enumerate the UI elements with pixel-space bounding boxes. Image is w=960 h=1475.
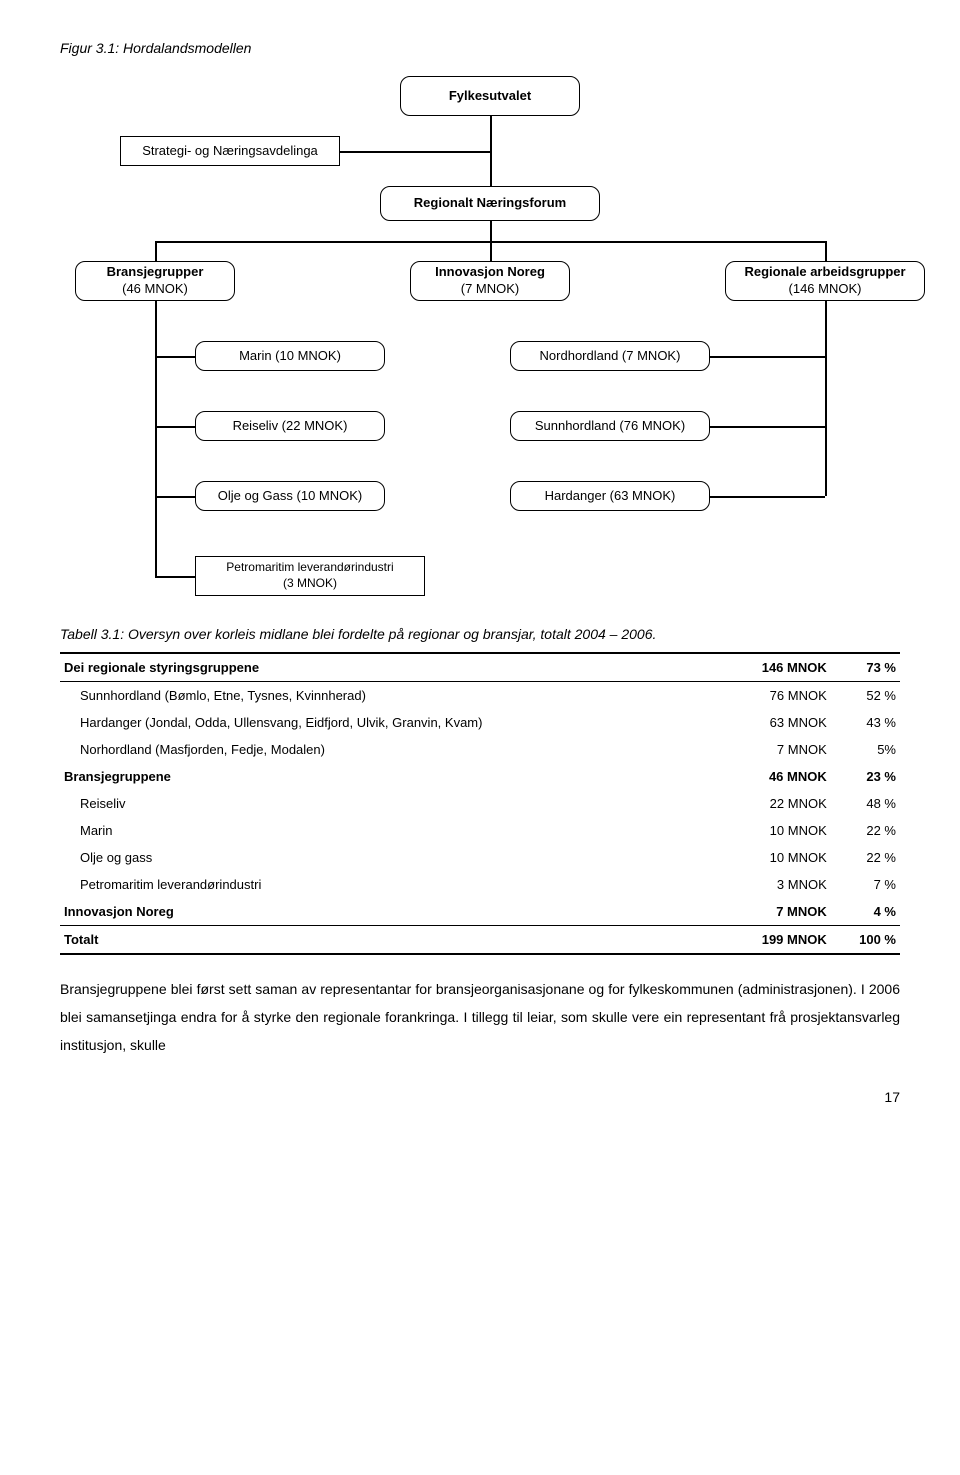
- row-pct: 52 %: [831, 682, 900, 710]
- table-row: Bransjegruppene46 MNOK23 %: [60, 763, 900, 790]
- node-innovasjon: Innovasjon Noreg (7 MNOK): [410, 261, 570, 301]
- table-row: Marin10 MNOK22 %: [60, 817, 900, 844]
- connector: [340, 151, 490, 153]
- node-reiseliv: Reiseliv (22 MNOK): [195, 411, 385, 441]
- connector: [155, 356, 195, 358]
- row-value: 46 MNOK: [718, 763, 831, 790]
- connector: [490, 221, 492, 241]
- connector: [155, 576, 195, 578]
- row-label: Dei regionale styringsgruppene: [60, 653, 718, 682]
- row-pct: 7 %: [831, 871, 900, 898]
- table-row: Innovasjon Noreg7 MNOK4 %: [60, 898, 900, 926]
- row-label: Norhordland (Masfjorden, Fedje, Modalen): [60, 736, 718, 763]
- node-bransjegrupper: Bransjegrupper (46 MNOK): [75, 261, 235, 301]
- table-row: Petromaritim leverandørindustri3 MNOK7 %: [60, 871, 900, 898]
- row-value: 10 MNOK: [718, 817, 831, 844]
- figure-caption: Figur 3.1: Hordalandsmodellen: [60, 40, 900, 56]
- row-label: Marin: [60, 817, 718, 844]
- row-pct: 73 %: [831, 653, 900, 682]
- row-label: Hardanger (Jondal, Odda, Ullensvang, Eid…: [60, 709, 718, 736]
- row-pct: 48 %: [831, 790, 900, 817]
- row-value: 22 MNOK: [718, 790, 831, 817]
- node-olje: Olje og Gass (10 MNOK): [195, 481, 385, 511]
- row-pct: 23 %: [831, 763, 900, 790]
- node-petromaritim: Petromaritim leverandørindustri (3 MNOK): [195, 556, 425, 596]
- node-strategi: Strategi- og Næringsavdelinga: [120, 136, 340, 166]
- table-row: Totalt199 MNOK100 %: [60, 926, 900, 955]
- row-label: Totalt: [60, 926, 718, 955]
- table-row: Hardanger (Jondal, Odda, Ullensvang, Eid…: [60, 709, 900, 736]
- node-regforum: Regionalt Næringsforum: [380, 186, 600, 221]
- row-value: 63 MNOK: [718, 709, 831, 736]
- table-row: Reiseliv22 MNOK48 %: [60, 790, 900, 817]
- table-caption: Tabell 3.1: Oversyn over korleis midlane…: [60, 626, 900, 642]
- node-sunnhordland: Sunnhordland (76 MNOK): [510, 411, 710, 441]
- allocation-table: Dei regionale styringsgruppene146 MNOK73…: [60, 652, 900, 955]
- row-value: 3 MNOK: [718, 871, 831, 898]
- connector: [825, 241, 827, 261]
- row-label: Bransjegruppene: [60, 763, 718, 790]
- row-pct: 43 %: [831, 709, 900, 736]
- node-hardanger: Hardanger (63 MNOK): [510, 481, 710, 511]
- connector: [825, 301, 827, 496]
- label: Petromaritim leverandørindustri: [226, 560, 393, 576]
- connector: [155, 496, 195, 498]
- row-label: Petromaritim leverandørindustri: [60, 871, 718, 898]
- row-pct: 22 %: [831, 844, 900, 871]
- row-value: 76 MNOK: [718, 682, 831, 710]
- connector: [155, 426, 195, 428]
- label: (46 MNOK): [122, 281, 188, 298]
- row-value: 10 MNOK: [718, 844, 831, 871]
- row-pct: 100 %: [831, 926, 900, 955]
- row-value: 146 MNOK: [718, 653, 831, 682]
- connector: [155, 241, 157, 261]
- connector: [710, 356, 825, 358]
- label: (3 MNOK): [283, 576, 337, 592]
- connector: [710, 426, 825, 428]
- label: Bransjegrupper: [107, 264, 204, 281]
- node-regionale: Regionale arbeidsgrupper (146 MNOK): [725, 261, 925, 301]
- row-value: 7 MNOK: [718, 736, 831, 763]
- connector: [155, 301, 157, 576]
- label: Innovasjon Noreg: [435, 264, 545, 281]
- node-fylkesutvalet: Fylkesutvalet: [400, 76, 580, 116]
- node-nordhordland: Nordhordland (7 MNOK): [510, 341, 710, 371]
- row-pct: 4 %: [831, 898, 900, 926]
- connector: [490, 116, 492, 186]
- table-row: Sunnhordland (Bømlo, Etne, Tysnes, Kvinn…: [60, 682, 900, 710]
- table-row: Norhordland (Masfjorden, Fedje, Modalen)…: [60, 736, 900, 763]
- table-row: Dei regionale styringsgruppene146 MNOK73…: [60, 653, 900, 682]
- node-marin: Marin (10 MNOK): [195, 341, 385, 371]
- row-pct: 5%: [831, 736, 900, 763]
- org-chart: Fylkesutvalet Strategi- og Næringsavdeli…: [60, 76, 900, 596]
- row-label: Reiseliv: [60, 790, 718, 817]
- row-label: Innovasjon Noreg: [60, 898, 718, 926]
- connector: [710, 496, 825, 498]
- connector: [490, 241, 492, 261]
- label: (7 MNOK): [461, 281, 520, 298]
- row-value: 7 MNOK: [718, 898, 831, 926]
- row-label: Olje og gass: [60, 844, 718, 871]
- row-label: Sunnhordland (Bømlo, Etne, Tysnes, Kvinn…: [60, 682, 718, 710]
- page-number: 17: [60, 1089, 900, 1105]
- table-row: Olje og gass10 MNOK22 %: [60, 844, 900, 871]
- label: Regionale arbeidsgrupper: [744, 264, 905, 281]
- row-pct: 22 %: [831, 817, 900, 844]
- label: (146 MNOK): [789, 281, 862, 298]
- row-value: 199 MNOK: [718, 926, 831, 955]
- body-paragraph: Bransjegruppene blei først sett saman av…: [60, 975, 900, 1059]
